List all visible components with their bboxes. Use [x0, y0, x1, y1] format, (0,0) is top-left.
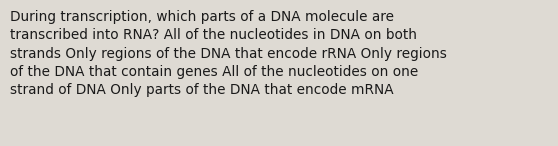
Text: During transcription, which parts of a DNA molecule are
transcribed into RNA? Al: During transcription, which parts of a D… [10, 10, 447, 97]
